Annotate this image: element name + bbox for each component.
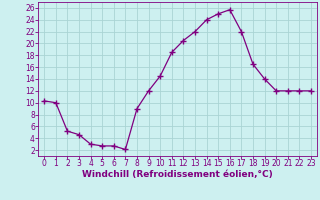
X-axis label: Windchill (Refroidissement éolien,°C): Windchill (Refroidissement éolien,°C): [82, 170, 273, 179]
